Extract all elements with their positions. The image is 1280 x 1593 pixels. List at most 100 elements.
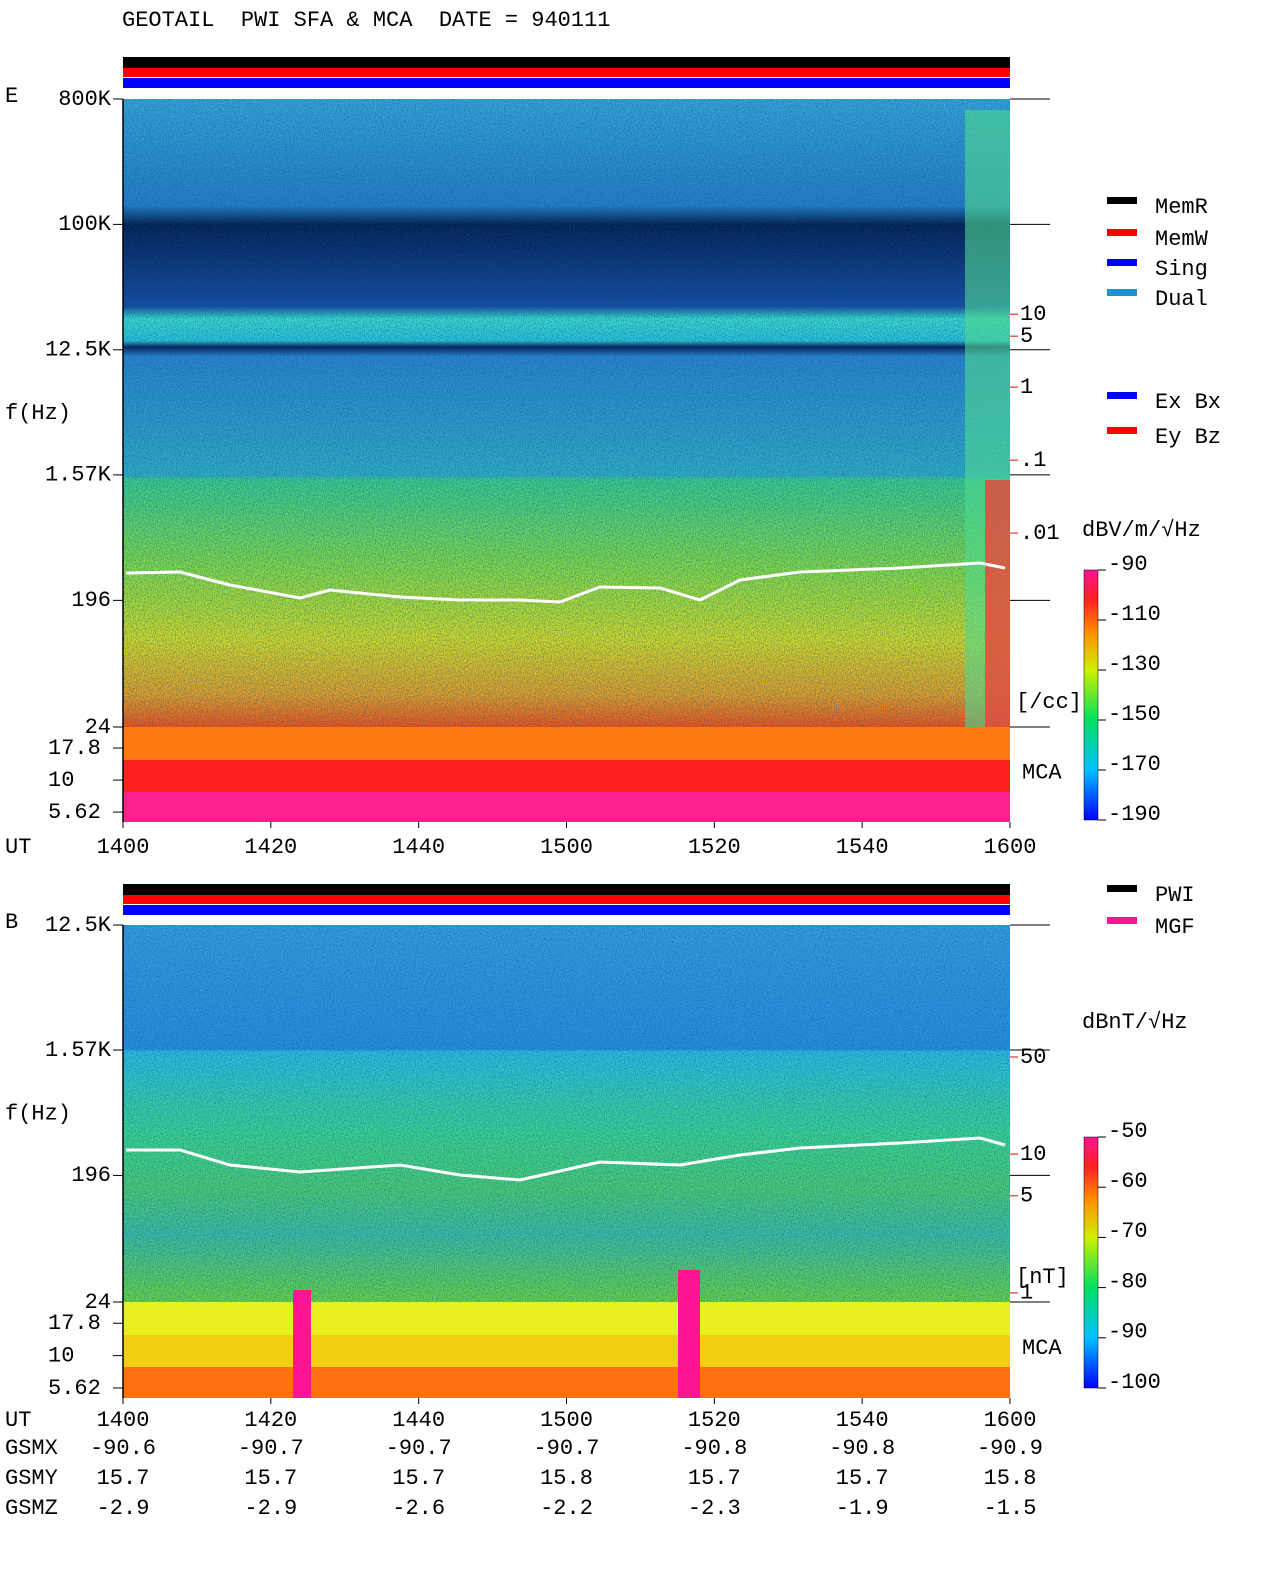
y2-tick-label: 10: [1020, 1142, 1046, 1167]
y-tick-label: 1.57K: [45, 1038, 112, 1063]
legend-label: Sing: [1155, 257, 1208, 282]
colorbar-tick-label: -170: [1108, 752, 1161, 777]
x-axis-label: UT: [5, 835, 31, 860]
colorbar: [1083, 569, 1099, 821]
legend-label: PWI: [1155, 883, 1195, 908]
orbit-row-label: GSMZ: [5, 1496, 58, 1521]
orbit-value: -2.9: [244, 1496, 297, 1521]
colorbar-tick-label: -70: [1108, 1219, 1148, 1244]
legend-swatch: [1107, 427, 1137, 434]
y2-tick-label: 50: [1020, 1045, 1046, 1070]
legend-swatch: [1107, 259, 1137, 266]
x-tick-label: 1520: [688, 1408, 741, 1433]
y2-axis-label: [nT]: [1016, 1265, 1069, 1290]
spectrogram-e: [123, 57, 1010, 822]
orbit-row-label: GSMX: [5, 1436, 58, 1461]
y-tick-label: 24: [85, 715, 111, 740]
panel-label: B: [5, 910, 18, 935]
colorbar-tick-label: -80: [1108, 1269, 1148, 1294]
orbit-value: 15.8: [540, 1466, 593, 1491]
y2-tick-label: 1: [1020, 1281, 1033, 1306]
y2-axis-label: [/cc]: [1016, 690, 1082, 715]
x-tick-label: 1400: [97, 1408, 150, 1433]
legend-swatch: [1107, 289, 1137, 296]
legend-label: Ey Bz: [1155, 425, 1221, 450]
orbit-value: -90.7: [386, 1436, 452, 1461]
orbit-value: -1.5: [984, 1496, 1037, 1521]
colorbar-label: dBV/m/√Hz: [1082, 518, 1201, 543]
mca-tick-label: 17.8: [48, 1311, 101, 1336]
orbit-value: -2.6: [392, 1496, 445, 1521]
legend-label: Ex Bx: [1155, 390, 1221, 415]
orbit-value: 15.7: [392, 1466, 445, 1491]
colorbar-label: dBnT/√Hz: [1082, 1010, 1188, 1035]
orbit-row-label: GSMY: [5, 1466, 58, 1491]
y2-tick-label: 5: [1020, 324, 1033, 349]
colorbar-tick-label: -100: [1108, 1370, 1161, 1395]
y-tick-label: 24: [85, 1290, 111, 1315]
y2-tick-label: 5: [1020, 1184, 1033, 1209]
legend-swatch: [1107, 917, 1137, 924]
x-tick-label: 1520: [688, 835, 741, 860]
orbit-value: -2.3: [688, 1496, 741, 1521]
colorbar-tick-label: -150: [1108, 702, 1161, 727]
x-tick-label: 1600: [984, 1408, 1037, 1433]
legend-swatch: [1107, 885, 1137, 892]
mca-tick-label: 5.62: [48, 1376, 101, 1401]
legend-label: MGF: [1155, 915, 1195, 940]
y-axis-label: f(Hz): [5, 401, 71, 426]
mca-label: MCA: [1022, 760, 1062, 785]
orbit-value: 15.7: [836, 1466, 889, 1491]
orbit-value: -90.7: [238, 1436, 304, 1461]
colorbar-tick-label: -60: [1108, 1169, 1148, 1194]
orbit-value: -90.8: [829, 1436, 895, 1461]
x-tick-label: 1420: [244, 835, 297, 860]
mca-label: MCA: [1022, 1336, 1062, 1361]
legend-swatch: [1107, 392, 1137, 399]
mca-tick-label: 10: [48, 768, 74, 793]
legend-swatch: [1107, 197, 1137, 204]
y-tick-label: 100K: [58, 212, 112, 237]
x-tick-label: 1400: [97, 835, 150, 860]
y2-tick-label: .1: [1020, 448, 1046, 473]
orbit-value: -90.9: [977, 1436, 1043, 1461]
orbit-value: -90.7: [533, 1436, 599, 1461]
legend-label: MemR: [1155, 195, 1208, 220]
colorbar-tick-label: -90: [1108, 552, 1148, 577]
colorbar-tick-label: -50: [1108, 1119, 1148, 1144]
x-tick-label: 1440: [392, 1408, 445, 1433]
mca-tick-label: 5.62: [48, 800, 101, 825]
y2-tick-label: 10: [1020, 302, 1046, 327]
orbit-value: -90.8: [681, 1436, 747, 1461]
legend-label: Dual: [1155, 287, 1208, 312]
y2-tick-label: .01: [1020, 521, 1060, 546]
title: GEOTAIL PWI SFA & MCA DATE = 940111: [122, 8, 610, 33]
y-tick-label: 800K: [58, 87, 112, 112]
x-tick-label: 1600: [984, 835, 1037, 860]
panel-label: E: [5, 84, 18, 109]
x-tick-label: 1500: [540, 835, 593, 860]
orbit-value: -2.2: [540, 1496, 593, 1521]
y2-tick-label: 1: [1020, 375, 1033, 400]
x-tick-label: 1420: [244, 1408, 297, 1433]
x-axis-label: UT: [5, 1408, 31, 1433]
colorbar-tick-label: -130: [1108, 652, 1161, 677]
colorbar: [1083, 1136, 1099, 1389]
orbit-value: 15.7: [244, 1466, 297, 1491]
orbit-value: -1.9: [836, 1496, 889, 1521]
colorbar-tick-label: -190: [1108, 802, 1161, 827]
colorbar-tick-label: -90: [1108, 1320, 1148, 1345]
x-tick-label: 1540: [836, 1408, 889, 1433]
legend-label: MemW: [1155, 227, 1209, 252]
orbit-value: 15.8: [984, 1466, 1037, 1491]
colorbar-tick-label: -110: [1108, 602, 1161, 627]
orbit-value: 15.7: [97, 1466, 150, 1491]
y-axis-label: f(Hz): [5, 1101, 71, 1126]
orbit-value: 15.7: [688, 1466, 741, 1491]
y-tick-label: 12.5K: [45, 338, 112, 363]
x-tick-label: 1440: [392, 835, 445, 860]
orbit-value: -90.6: [90, 1436, 156, 1461]
y-tick-label: 196: [71, 588, 111, 613]
spectrogram-b: [123, 884, 1010, 1398]
